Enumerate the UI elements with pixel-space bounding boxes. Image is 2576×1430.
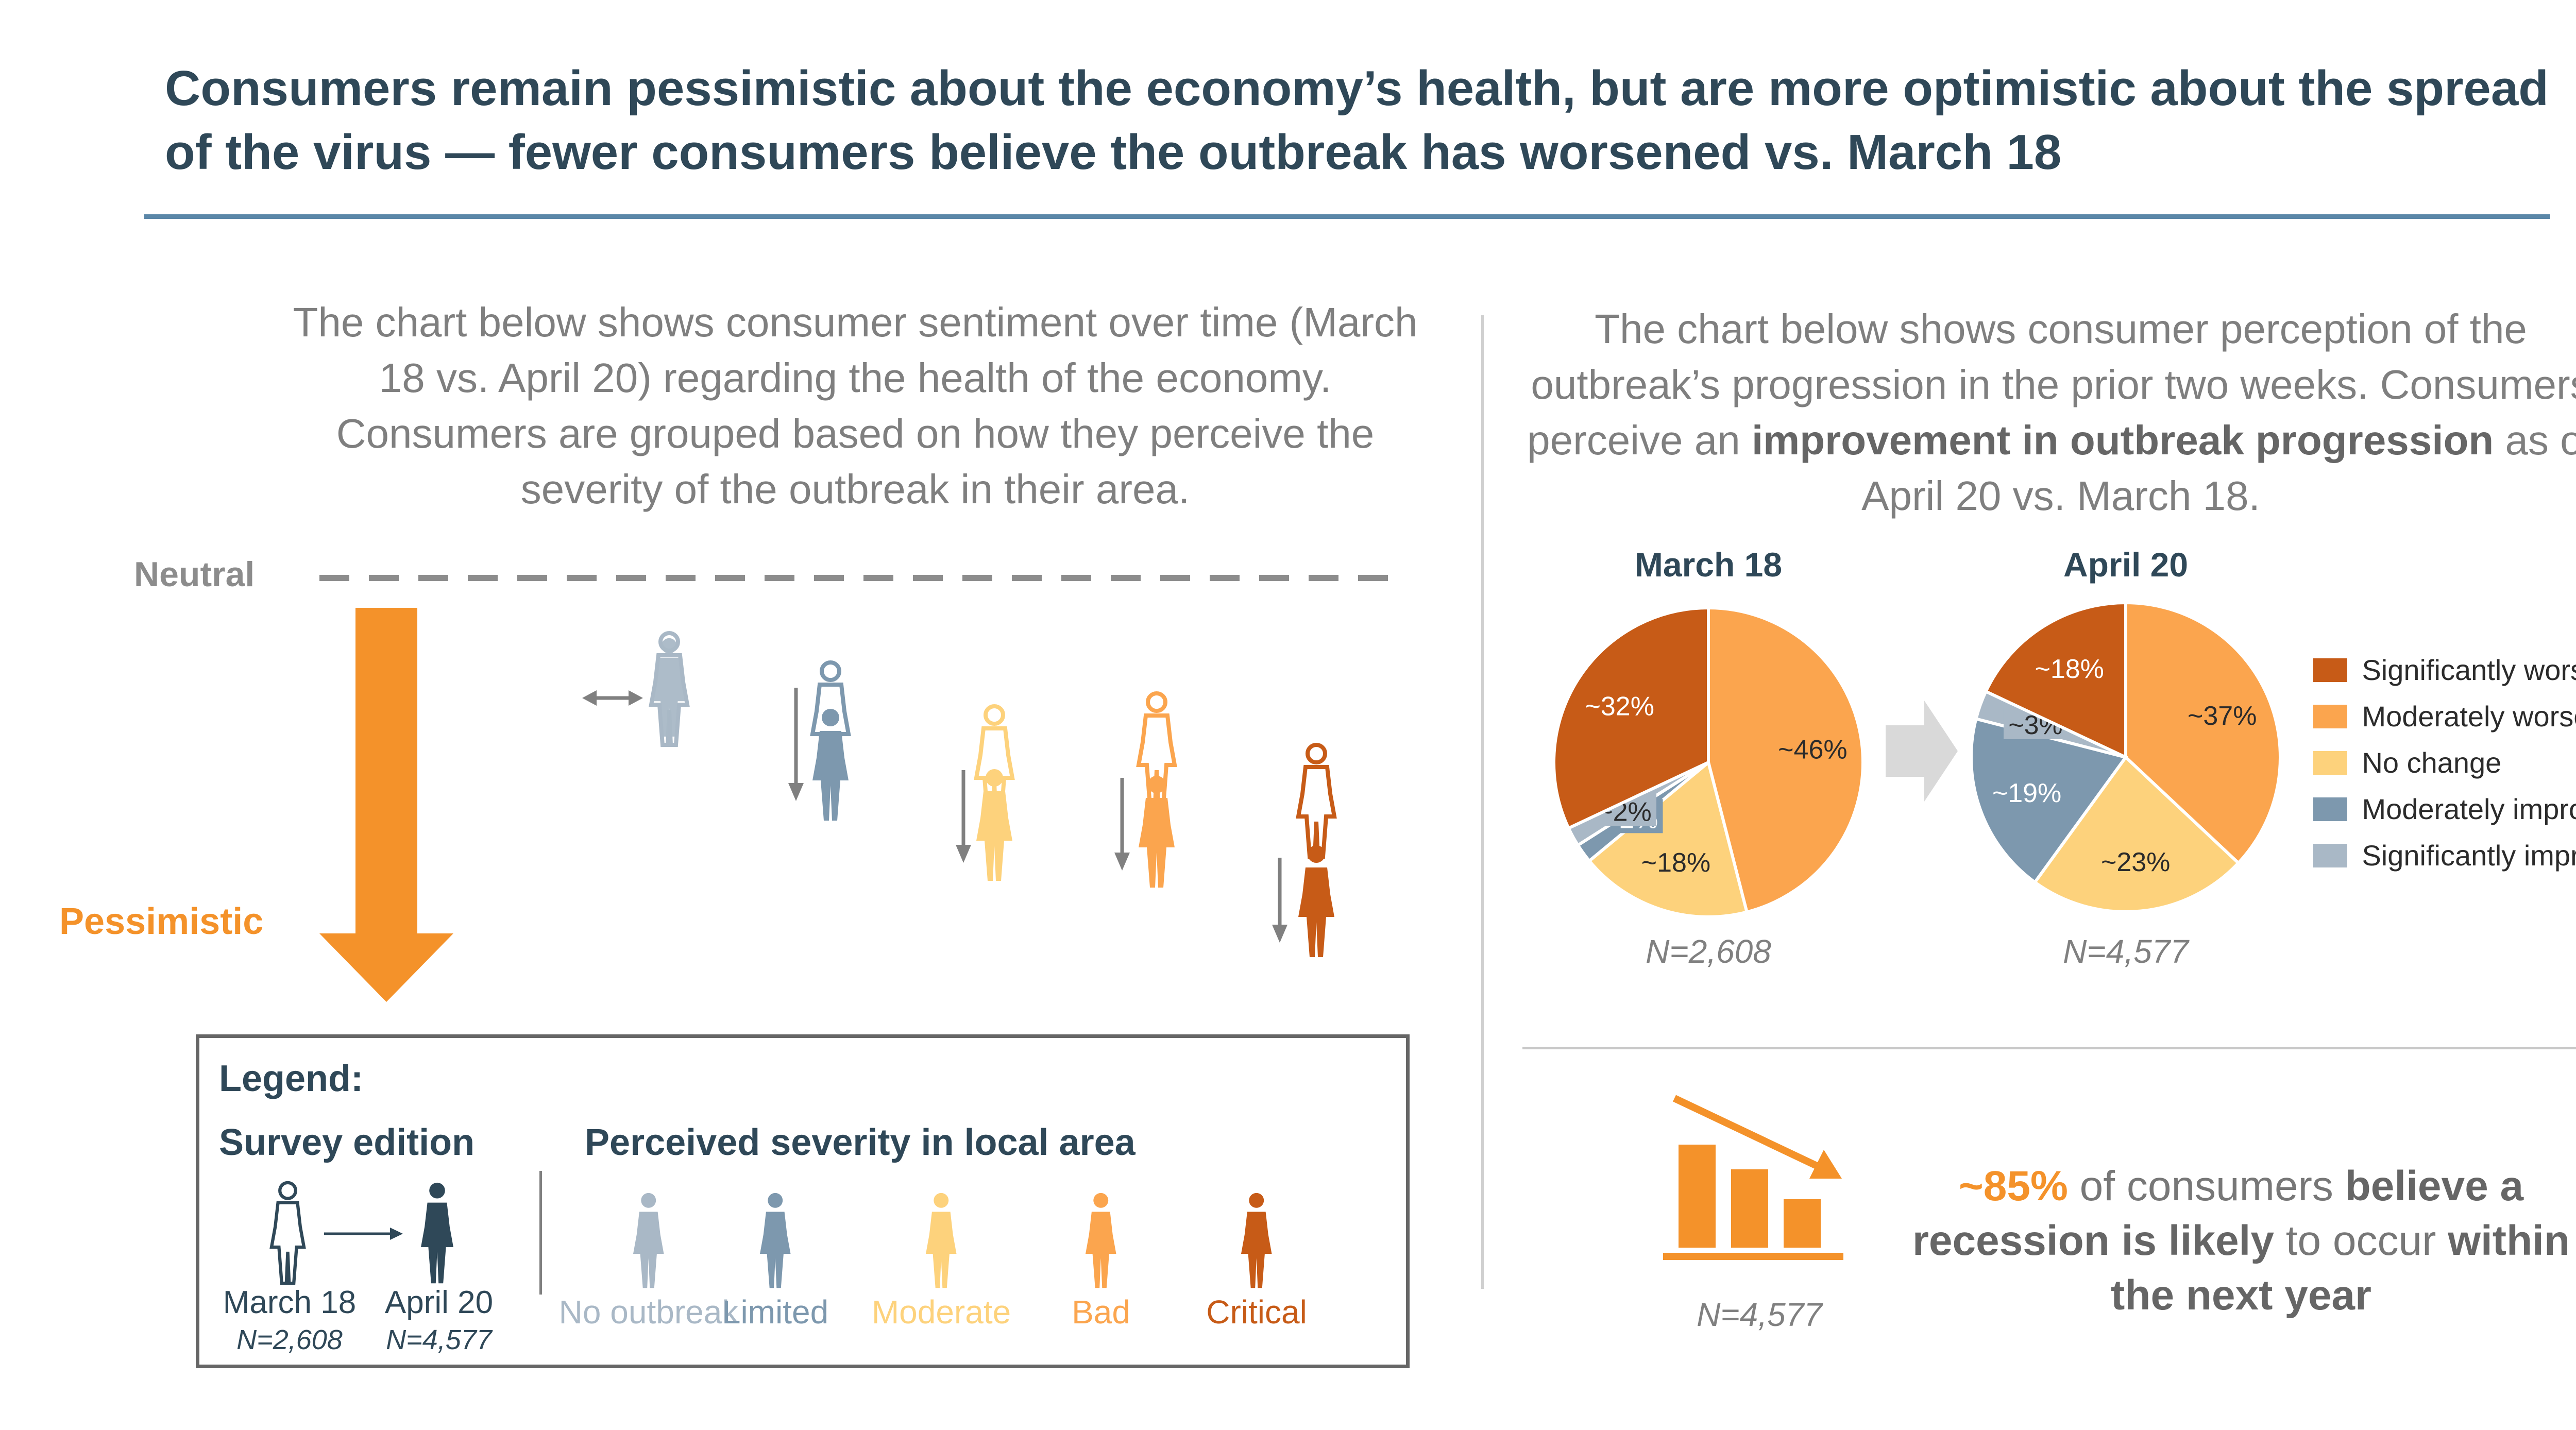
pie-legend-item-moderately-improved: Moderately improved: [2313, 792, 2576, 826]
pie-slice: [1587, 759, 1749, 918]
moderate-down-arrow-icon: [956, 770, 971, 863]
pie-slice-label: ~18%: [1641, 848, 1710, 878]
survey-edition-heading: Survey edition: [219, 1122, 475, 1163]
pie-april: ~37%~23%~19%~3%~18%: [1970, 601, 2282, 913]
legend-icons: [199, 1038, 1272, 1288]
pie-slice-label: ~23%: [2101, 847, 2170, 877]
pie-march: ~46%~18%~2%~2%~32%: [1552, 606, 1865, 918]
legend-label: Significantly improved: [2362, 839, 2576, 872]
page-title: Consumers remain pessimistic about the e…: [165, 61, 2549, 180]
neutral-label: Neutral: [134, 555, 255, 594]
pie-april-n: N=4,577: [2063, 933, 2189, 970]
severity-label-bad: Bad: [1072, 1293, 1130, 1331]
severity-heading: Perceived severity in local area: [585, 1122, 1136, 1163]
pie-slice: [1707, 606, 1865, 914]
legend-swatch: [2313, 843, 2347, 867]
horizontal-divider: [1522, 1047, 2576, 1049]
pie-slice: [2032, 755, 2241, 913]
progression-intro-part2: as of April 20 vs. March 18.: [1861, 417, 2576, 519]
critical-down-arrow-icon: [1272, 858, 1287, 943]
title-divider: [144, 214, 2550, 219]
recession-text-1: of consumers: [2067, 1163, 2345, 1210]
legend-march-label: March 18: [223, 1285, 357, 1320]
recession-bold-1: believe a recession is likely: [1912, 1163, 2524, 1264]
legend-swatch: [2313, 751, 2347, 775]
progression-intro-bold: improvement in outbreak progression: [1751, 417, 2494, 463]
legend-critical-icon: [1241, 1193, 1272, 1288]
severity-label-critical: Critical: [1206, 1293, 1307, 1331]
legend-april-person-icon: [421, 1182, 453, 1284]
severity-label-moderate: Moderate: [871, 1293, 1011, 1331]
unchanged-arrow-icon: [582, 690, 643, 706]
recession-statistic: ~85% of consumers believe a recession is…: [1880, 1159, 2576, 1323]
legend-label: Moderately worsened: [2362, 700, 2576, 733]
legend-label: No change: [2362, 746, 2502, 779]
recession-pct: ~85%: [1958, 1163, 2068, 1210]
severity-label-no-outbreak: No outbreak: [558, 1293, 739, 1331]
pie-legend-item-significantly-improved: Significantly improved: [2313, 839, 2576, 872]
pie-slice-label: ~18%: [2035, 654, 2104, 684]
progression-intro-text: The chart below shows consumer perceptio…: [1515, 301, 2576, 524]
pie-slice-label: ~32%: [1585, 692, 1654, 722]
pie-slice: [1552, 606, 1710, 830]
legend-swatch: [2313, 704, 2347, 728]
legend-label: Significantly worsened: [2362, 654, 2576, 686]
bad-down-arrow-icon: [1114, 778, 1130, 871]
legend-limited-icon: [760, 1193, 791, 1288]
legend-swatch: [2313, 797, 2347, 821]
limited-down-arrow-icon: [788, 688, 804, 801]
severity-label-limited: Limited: [722, 1293, 829, 1331]
legend-box: Legend: Survey edition Perceived severit…: [196, 1034, 1410, 1368]
pie-transition-arrow-icon: [1886, 701, 1958, 802]
pie-march-title: March 18: [1634, 546, 1783, 584]
pie-slice: [1970, 717, 2129, 884]
pessimistic-label: Pessimistic: [59, 901, 264, 942]
legend-label: Moderately improved: [2362, 793, 2576, 825]
legend-arrow-icon: [324, 1228, 403, 1240]
pie-legend-item-moderately-worsened: Moderately worsened: [2313, 700, 2576, 733]
pie-legend-item-significantly-worsened: Significantly worsened: [2313, 653, 2576, 687]
recession-n: N=4,577: [1697, 1296, 1822, 1333]
pie-march-n: N=2,608: [1646, 933, 1771, 970]
recession-bold-2: within the next year: [2111, 1217, 2570, 1319]
legend-april-label: April 20: [384, 1285, 494, 1320]
legend-moderate-icon: [926, 1193, 957, 1288]
sentiment-intro-text: The chart below shows consumer sentiment…: [293, 299, 1418, 512]
legend-march-n: N=2,608: [236, 1324, 343, 1355]
legend-heading: Legend:: [219, 1058, 363, 1099]
pie-legend-item-no-change: No change: [2313, 746, 2501, 779]
vertical-divider: [1481, 315, 1484, 1289]
pie-slice: [1984, 601, 2127, 760]
legend-april-n: N=4,577: [386, 1324, 492, 1355]
legend-divider: [539, 1171, 542, 1295]
declining-bar-chart-icon: [1663, 1095, 1843, 1260]
progression-intro-part1: The chart below shows consumer perceptio…: [1527, 306, 2576, 463]
legend-no-outbreak-icon: [633, 1193, 664, 1288]
legend-march-person-icon: [272, 1183, 304, 1283]
pie-slice-label: ~19%: [1992, 778, 2061, 808]
pie-slice: [2124, 601, 2282, 865]
legend-swatch: [2313, 658, 2347, 682]
pie-april-title: April 20: [2063, 546, 2189, 584]
pessimistic-arrow: [319, 608, 453, 1002]
recession-text-2: to occur: [2274, 1217, 2448, 1264]
legend-bad-icon: [1086, 1193, 1116, 1288]
pie-slice-label: ~46%: [1778, 735, 1847, 764]
pie-slice-label: ~37%: [2188, 701, 2257, 731]
